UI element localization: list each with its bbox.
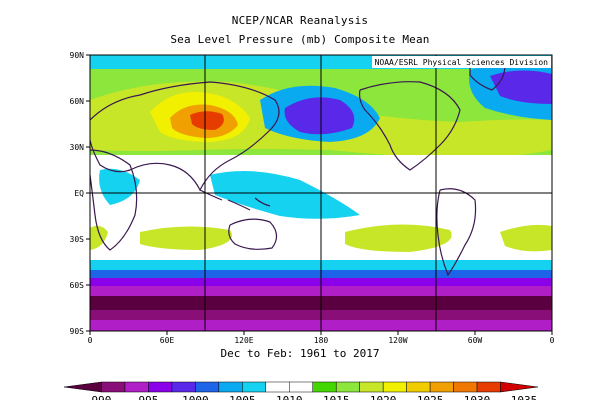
map-title: NCEP/NCAR Reanalysis: [231, 14, 369, 27]
lon-tick-label: 120E: [234, 336, 253, 345]
lon-tick-label: 0: [88, 336, 93, 345]
coast-eurasia: [90, 81, 280, 192]
field-tropical-low-indopacific: [210, 171, 360, 219]
colorbar-label: 995: [138, 394, 158, 400]
lon-tick-label: 0: [550, 336, 555, 345]
lat-tick-label: 60N: [70, 97, 85, 106]
colorbar-swatch: [218, 381, 243, 393]
colorbar-label: 1015: [323, 394, 350, 400]
colorbar-label: 1020: [370, 394, 397, 400]
colorbar-labels: 990 995 1000 1005 1010 1015 1020 1025 1030 1035: [92, 394, 538, 400]
colorbar-label: 1000: [182, 394, 209, 400]
credit-text: NOAA/ESRL Physical Sciences Division: [375, 58, 549, 67]
lon-tick-label: 120W: [388, 336, 407, 345]
lat-tick-label: 90N: [70, 51, 85, 60]
latitude-axis: 90N 60N 30N EQ 30S 60S 90S: [70, 51, 90, 336]
credit-box: [372, 56, 551, 68]
field-sh-high-pacific: [345, 224, 452, 252]
colorbar-swatch: [500, 381, 539, 393]
coast-south-america: [436, 188, 477, 277]
colorbar-swatch: [265, 381, 290, 393]
colorbar-swatch: [195, 381, 220, 393]
colorbar-swatch: [124, 381, 149, 393]
colorbar-swatch: [429, 381, 454, 393]
colorbar-label: 1010: [276, 394, 303, 400]
lat-tick-label: 90S: [70, 327, 85, 336]
field-tropical-low-africa: [99, 168, 140, 205]
lat-tick-label: 30S: [70, 235, 85, 244]
colorbar-swatch: [101, 381, 126, 393]
colorbar-swatch: [242, 381, 267, 393]
colorbar-swatch: [406, 381, 431, 393]
field-icelandic-core: [490, 70, 552, 104]
coast-maritime: [199, 189, 271, 211]
period-label: Dec to Feb: 1961 to 2017: [221, 347, 380, 360]
lat-tick-label: 30N: [70, 143, 85, 152]
colorbar-swatch: [63, 381, 102, 393]
field-sh-high-atlantic: [500, 224, 552, 252]
lon-tick-label: 180: [314, 336, 329, 345]
colorbar: [63, 381, 539, 393]
lat-tick-label: 60S: [70, 281, 85, 290]
coast-africa: [90, 149, 138, 251]
coast-north-america: [358, 81, 461, 171]
colorbar-label: 990: [92, 394, 112, 400]
coast-australia: [228, 218, 278, 250]
colorbar-swatch: [453, 381, 478, 393]
colorbar-swatch: [359, 381, 384, 393]
colorbar-swatch: [335, 381, 360, 393]
field-sh-high-africa: [90, 225, 108, 250]
colorbar-swatch: [289, 381, 313, 393]
colorbar-swatch: [476, 381, 501, 393]
lat-tick-label: EQ: [74, 189, 84, 198]
map-subtitle: Sea Level Pressure (mb) Composite Mean: [170, 33, 430, 46]
longitude-axis: 0 60E 120E 180 120W 60W 0: [88, 331, 555, 345]
colorbar-label: 1035: [511, 394, 538, 400]
colorbar-swatch: [382, 381, 407, 393]
colorbar-swatch: [312, 381, 337, 393]
field-siberian-peak: [190, 111, 224, 130]
colorbar-label: 1005: [229, 394, 256, 400]
lon-tick-label: 60W: [468, 336, 483, 345]
colorbar-label: 1025: [417, 394, 444, 400]
colorbar-label: 1030: [464, 394, 491, 400]
colorbar-swatch: [171, 381, 196, 393]
field-aleutian-core: [284, 97, 355, 135]
colorbar-swatch: [148, 381, 173, 393]
lon-tick-label: 60E: [160, 336, 175, 345]
field-sh-high-indian: [140, 226, 232, 250]
